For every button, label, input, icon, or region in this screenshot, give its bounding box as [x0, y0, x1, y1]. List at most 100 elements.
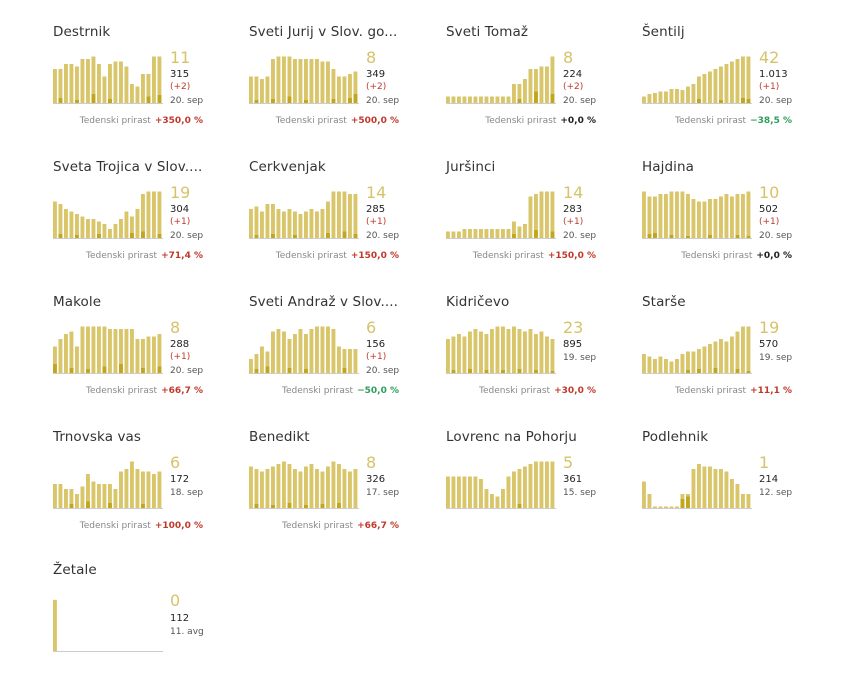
spark-bar [506, 329, 511, 374]
spark-bar [697, 349, 701, 374]
spark-bar [304, 334, 308, 374]
growth-value: +30,0 % [554, 386, 596, 396]
spark-bar [713, 69, 718, 104]
spark-bar [97, 64, 101, 104]
spark-bar [298, 214, 303, 239]
spark-new-cases-bar [348, 98, 352, 104]
spark-bar [348, 74, 352, 104]
municipality-name: Makole [53, 294, 102, 310]
spark-bar [539, 461, 544, 509]
growth-label: Tedenski prirast [86, 251, 158, 261]
municipality-card-benedikt[interactable]: Benedikt 8 326 17. sep Tedenski prirast +… [249, 429, 445, 549]
growth-label: Tedenski prirast [282, 521, 354, 531]
last-update-date: 20. sep [759, 231, 793, 241]
sparkline-chart [53, 191, 163, 239]
municipality-card-sentilj[interactable]: Šentilj 42 1.013 (+1) 20. sep Tedenski p… [642, 24, 838, 144]
spark-bar [446, 96, 450, 104]
last-update-date: 20. sep [170, 231, 204, 241]
total-cases: 361 [563, 474, 583, 485]
spark-bar [337, 76, 341, 104]
daily-delta: (+1) [366, 217, 387, 227]
municipality-card-kidricevo[interactable]: Kidričevo 23 895 19. sep Tedenski priras… [446, 294, 642, 414]
spark-bar [495, 229, 500, 239]
municipality-name: Podlehnik [642, 429, 709, 445]
spark-bar [69, 64, 74, 104]
spark-bar [746, 191, 751, 239]
spark-bar [528, 196, 533, 239]
municipality-card-lovrenc[interactable]: Lovrenc na Pohorju 5 361 15. sep [446, 429, 642, 549]
spark-bar [282, 211, 286, 239]
spark-new-cases-bar [287, 96, 292, 104]
spark-bar [730, 336, 734, 374]
spark-bar [157, 191, 162, 239]
municipality-card-sveti-jurij[interactable]: Sveti Jurij v Slov. go... 8 349 (+2) 20.… [249, 24, 445, 144]
spark-bar [647, 94, 652, 104]
total-cases: 349 [366, 69, 386, 80]
spark-bar [468, 229, 472, 239]
spark-new-cases-bar [512, 234, 516, 239]
municipality-card-sveti-andraz[interactable]: Sveti Andraž v Slov.... 6 156 (+1) 20. s… [249, 294, 445, 414]
spark-bar [69, 489, 74, 509]
municipality-card-jursinci[interactable]: Juršinci 14 283 (+1) 20. sep Tedenski pr… [446, 159, 642, 279]
active-cases: 8 [366, 453, 377, 472]
municipality-card-podlehnik[interactable]: Podlehnik 1 214 12. sep [642, 429, 838, 549]
spark-bar [331, 191, 336, 239]
municipality-name: Sveta Trojica v Slov.... [53, 159, 203, 175]
spark-bar [691, 351, 696, 374]
spark-new-cases-bar [735, 369, 740, 374]
spark-bar [80, 59, 85, 104]
spark-bar [658, 356, 663, 374]
spark-bar [702, 346, 707, 374]
spark-bar [512, 84, 516, 104]
spark-bar [735, 194, 740, 239]
spark-bar [298, 329, 303, 374]
spark-bar [523, 466, 527, 509]
active-cases: 5 [563, 453, 574, 472]
spark-new-cases-bar [550, 231, 555, 239]
spark-bar [534, 194, 538, 239]
spark-new-cases-bar [58, 98, 63, 104]
spark-bar [64, 64, 68, 104]
spark-bar [293, 334, 297, 374]
municipality-card-makole[interactable]: Makole 8 288 (+1) 20. sep Tedenski prira… [53, 294, 249, 414]
municipality-card-cerkvenjak[interactable]: Cerkvenjak 14 285 (+1) 20. sep Tedenski … [249, 159, 445, 279]
spark-new-cases-bar [484, 370, 489, 374]
spark-bar [331, 461, 336, 509]
municipality-card-destrnik[interactable]: Destrnik 11 315 (+2) 20. sep Tedenski pr… [53, 24, 249, 144]
spark-bar [479, 479, 483, 509]
spark-bar [506, 96, 511, 104]
sparkline-chart [642, 464, 752, 509]
municipality-name: Starše [642, 294, 686, 310]
spark-bar [152, 191, 156, 239]
spark-bar [75, 214, 79, 239]
municipality-card-starse[interactable]: Starše 19 570 19. sep Tedenski prirast +1… [642, 294, 838, 414]
spark-bar [523, 331, 527, 374]
spark-bar [108, 484, 112, 509]
active-cases: 0 [170, 591, 181, 610]
municipality-card-hajdina[interactable]: Hajdina 10 502 (+1) 20. sep Tedenski pri… [642, 159, 838, 279]
municipality-card-zetale[interactable]: Žetale 0 112 11. avg [53, 562, 249, 682]
weekly-growth: Tedenski prirast +0,0 % [681, 251, 792, 261]
total-cases: 570 [759, 339, 779, 350]
active-cases: 19 [170, 183, 191, 202]
spark-bar [276, 329, 281, 374]
spark-bar [669, 191, 674, 239]
municipality-card-sveti-tomaz[interactable]: Sveti Tomaž 8 224 (+2) 20. sep Tedenski … [446, 24, 642, 144]
last-update-date: 20. sep [366, 366, 400, 376]
last-update-date: 20. sep [563, 96, 597, 106]
daily-delta: (+2) [563, 82, 584, 92]
spark-new-cases-bar [653, 233, 657, 239]
spark-bar [713, 469, 718, 509]
spark-bar [141, 194, 145, 239]
spark-new-cases-bar [75, 100, 79, 104]
spark-bar [69, 211, 74, 239]
spark-bar [271, 59, 275, 104]
spark-bar [64, 489, 68, 509]
spark-bar [326, 61, 330, 104]
spark-bar [53, 69, 57, 104]
municipality-card-trnovska-vas[interactable]: Trnovska vas 6 172 18. sep Tedenski prir… [53, 429, 249, 549]
spark-bar [468, 96, 472, 104]
spark-bar [523, 79, 527, 104]
spark-bar [658, 506, 663, 509]
municipality-card-sveta-trojica[interactable]: Sveta Trojica v Slov.... 19 304 (+1) 20.… [53, 159, 249, 279]
